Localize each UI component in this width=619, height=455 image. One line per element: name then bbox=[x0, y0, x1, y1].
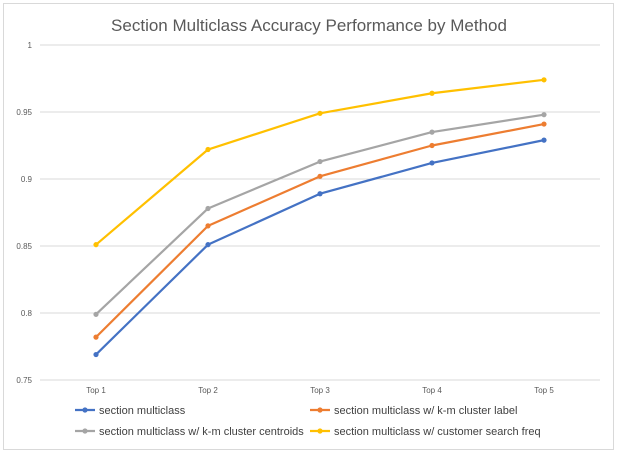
data-point bbox=[205, 223, 211, 229]
legend-swatch-marker bbox=[82, 428, 88, 434]
legend-label: section multiclass w/ customer search fr… bbox=[334, 426, 541, 438]
legend-item: section multiclass w/ customer search fr… bbox=[310, 426, 541, 438]
y-tick-label: 1 bbox=[28, 41, 33, 50]
legend-label: section multiclass bbox=[99, 405, 186, 417]
data-point bbox=[429, 142, 435, 149]
legend-swatch-marker bbox=[317, 407, 323, 413]
legend-label: section multiclass w/ k-m cluster centro… bbox=[99, 426, 304, 438]
data-point bbox=[317, 158, 323, 165]
y-tick-label: 0.9 bbox=[21, 175, 33, 184]
legend-item: section multiclass w/ k-m cluster label bbox=[310, 405, 517, 417]
data-point bbox=[205, 242, 211, 248]
chart-title: Section Multiclass Accuracy Performance … bbox=[111, 16, 507, 35]
series-lines bbox=[93, 77, 547, 358]
legend-item: section multiclass w/ k-m cluster centro… bbox=[75, 426, 304, 438]
chart-frame bbox=[3, 3, 614, 450]
x-tick-label: Top 1 bbox=[86, 386, 106, 395]
series bbox=[93, 77, 547, 248]
data-point bbox=[317, 173, 323, 179]
y-tick-label: 0.85 bbox=[16, 242, 32, 251]
data-point bbox=[429, 160, 435, 166]
data-point bbox=[541, 121, 547, 127]
data-point bbox=[205, 205, 211, 212]
y-tick-label: 0.8 bbox=[21, 309, 33, 318]
legend-swatch-marker bbox=[317, 428, 323, 434]
series bbox=[93, 112, 547, 317]
data-point bbox=[429, 90, 435, 96]
data-point bbox=[317, 191, 323, 197]
legend-swatch-marker bbox=[82, 407, 88, 413]
y-axis-ticks: 0.75 0.8 0.85 0.9 0.95 1 bbox=[16, 41, 32, 385]
series-line bbox=[95, 122, 545, 338]
x-tick-label: Top 3 bbox=[310, 386, 330, 395]
y-tick-label: 0.95 bbox=[16, 108, 32, 117]
data-point bbox=[541, 137, 547, 143]
series-line bbox=[95, 113, 545, 316]
series-line bbox=[95, 139, 545, 356]
data-point bbox=[93, 311, 99, 317]
x-axis-ticks: Top 1 Top 2 Top 3 Top 4 Top 5 bbox=[86, 386, 554, 395]
x-tick-label: Top 5 bbox=[534, 386, 554, 395]
legend: section multiclass section multiclass w/ … bbox=[75, 405, 541, 438]
gridlines bbox=[40, 44, 600, 381]
series bbox=[93, 121, 547, 340]
data-point bbox=[205, 146, 211, 153]
legend-label: section multiclass w/ k-m cluster label bbox=[334, 405, 517, 417]
data-point bbox=[541, 77, 547, 83]
y-tick-label: 0.75 bbox=[16, 376, 32, 385]
data-point bbox=[93, 334, 99, 340]
data-point bbox=[541, 112, 547, 118]
data-point bbox=[317, 110, 323, 116]
x-tick-label: Top 4 bbox=[422, 386, 442, 395]
data-point bbox=[93, 242, 99, 248]
x-tick-label: Top 2 bbox=[198, 386, 218, 395]
series bbox=[93, 137, 547, 358]
data-point bbox=[429, 129, 435, 135]
legend-item: section multiclass bbox=[75, 405, 186, 417]
data-point bbox=[93, 351, 99, 358]
